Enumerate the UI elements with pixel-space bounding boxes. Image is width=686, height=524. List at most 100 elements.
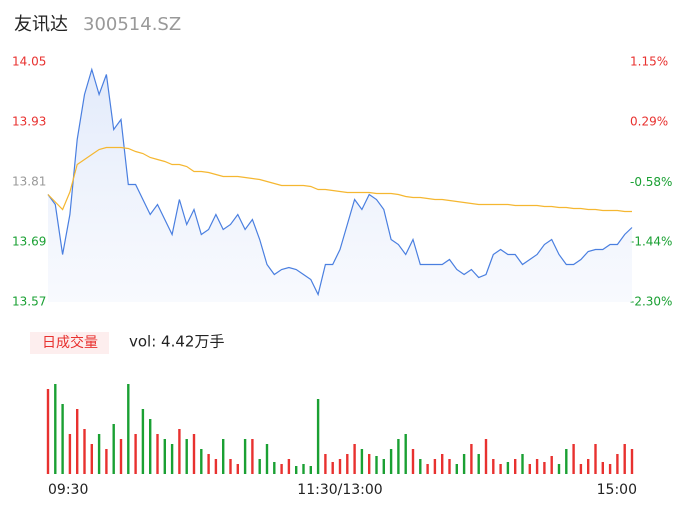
volume-bar — [550, 456, 553, 474]
volume-bar — [222, 439, 225, 474]
volume-bar — [127, 384, 130, 474]
volume-bar — [112, 424, 115, 474]
volume-bar — [287, 459, 291, 474]
volume-bar — [492, 459, 495, 474]
volume-bar — [506, 462, 510, 474]
volume-badge — [30, 332, 109, 354]
volume-bar — [514, 459, 517, 474]
y-tick-label: 13.57 — [12, 295, 46, 309]
volume-bar — [608, 464, 612, 474]
volume-bar — [295, 466, 298, 474]
volume-bar — [192, 434, 196, 474]
volume-bar — [470, 444, 473, 474]
volume-bar — [170, 444, 174, 474]
volume-bar — [557, 464, 561, 474]
volume-bar — [455, 464, 458, 474]
volume-bar — [76, 409, 79, 474]
volume-bar — [200, 449, 203, 474]
volume-bar — [426, 464, 429, 474]
volume-bar — [477, 454, 480, 474]
volume-bar — [214, 459, 218, 474]
volume-title: 日成交量 — [42, 334, 98, 351]
volume-bar — [579, 464, 583, 474]
volume-bar — [433, 459, 437, 474]
volume-bar — [119, 439, 123, 474]
volume-bar — [331, 462, 334, 474]
volume-bar — [404, 434, 407, 474]
average-line — [47, 146, 632, 213]
volume-bar — [258, 459, 261, 474]
volume-bar — [236, 464, 239, 474]
volume-bar — [419, 459, 422, 474]
volume-bar — [499, 464, 502, 474]
x-tick-label: 15:00 — [597, 482, 637, 498]
volume-bar — [543, 462, 546, 474]
volume-bar — [324, 454, 327, 474]
volume-bar — [484, 439, 488, 474]
volume-bar — [83, 429, 86, 474]
volume-bar — [309, 466, 312, 474]
volume-bar — [280, 464, 283, 474]
volume-bar — [265, 444, 269, 474]
volume-bar — [61, 404, 64, 474]
volume-bar — [316, 399, 320, 474]
volume-bar — [397, 439, 400, 474]
volume-bar — [594, 444, 597, 474]
volume-bar — [572, 444, 575, 474]
volume-bar — [302, 464, 305, 474]
volume-bar — [105, 449, 108, 474]
volume-bar — [630, 449, 634, 474]
volume-bar — [528, 464, 531, 474]
volume-bar — [616, 454, 619, 474]
volume-bar — [46, 389, 50, 474]
volume-bar — [68, 434, 72, 474]
volume-bar — [623, 444, 626, 474]
volume-bar — [273, 462, 276, 474]
volume-bar — [521, 454, 524, 474]
y-tick-label: 13.81 — [12, 175, 46, 189]
y2-tick-label: 0.29% — [630, 114, 668, 128]
x-tick-label: 11:30/13:00 — [297, 482, 382, 498]
volume-bar — [360, 449, 364, 474]
y-tick-label: 13.69 — [12, 235, 46, 249]
volume-bar — [156, 434, 159, 474]
volume-bar — [462, 454, 466, 474]
volume-total: vol: 4.42万手 — [129, 333, 224, 351]
volume-bar — [141, 409, 145, 474]
price-area — [48, 69, 632, 302]
y2-tick-label: -0.58% — [630, 175, 672, 189]
volume-bar — [54, 384, 57, 474]
y2-tick-label: 1.15% — [630, 55, 668, 69]
volume-bar — [90, 444, 93, 474]
volume-bar — [389, 449, 393, 474]
volume-bar — [601, 462, 604, 474]
volume-bar — [448, 459, 451, 474]
volume-bar — [382, 459, 385, 474]
volume-bar — [441, 454, 444, 474]
price-line — [47, 67, 633, 297]
stock-code: 300514.SZ — [83, 14, 181, 35]
y-tick-label: 14.05 — [12, 55, 46, 69]
y2-tick-label: -2.30% — [630, 295, 672, 309]
y2-tick-label: -1.44% — [630, 235, 672, 249]
volume-bar — [243, 439, 247, 474]
y-tick-label: 13.93 — [12, 115, 46, 129]
volume-bar — [149, 419, 152, 474]
volume-bar — [229, 459, 232, 474]
volume-bar — [368, 454, 371, 474]
volume-bar — [346, 454, 349, 474]
volume-bar — [353, 444, 356, 474]
volume-bar — [207, 454, 210, 474]
volume-bar — [535, 459, 539, 474]
volume-bar — [411, 449, 415, 474]
volume-bar — [587, 459, 590, 474]
volume-bar — [185, 439, 188, 474]
volume-bar — [178, 429, 181, 474]
volume-bar — [97, 434, 101, 474]
volume-bar — [134, 434, 137, 474]
x-tick-label: 09:30 — [48, 482, 88, 498]
volume-bar — [565, 449, 568, 474]
volume-bar — [375, 456, 378, 474]
volume-bar — [163, 439, 166, 474]
